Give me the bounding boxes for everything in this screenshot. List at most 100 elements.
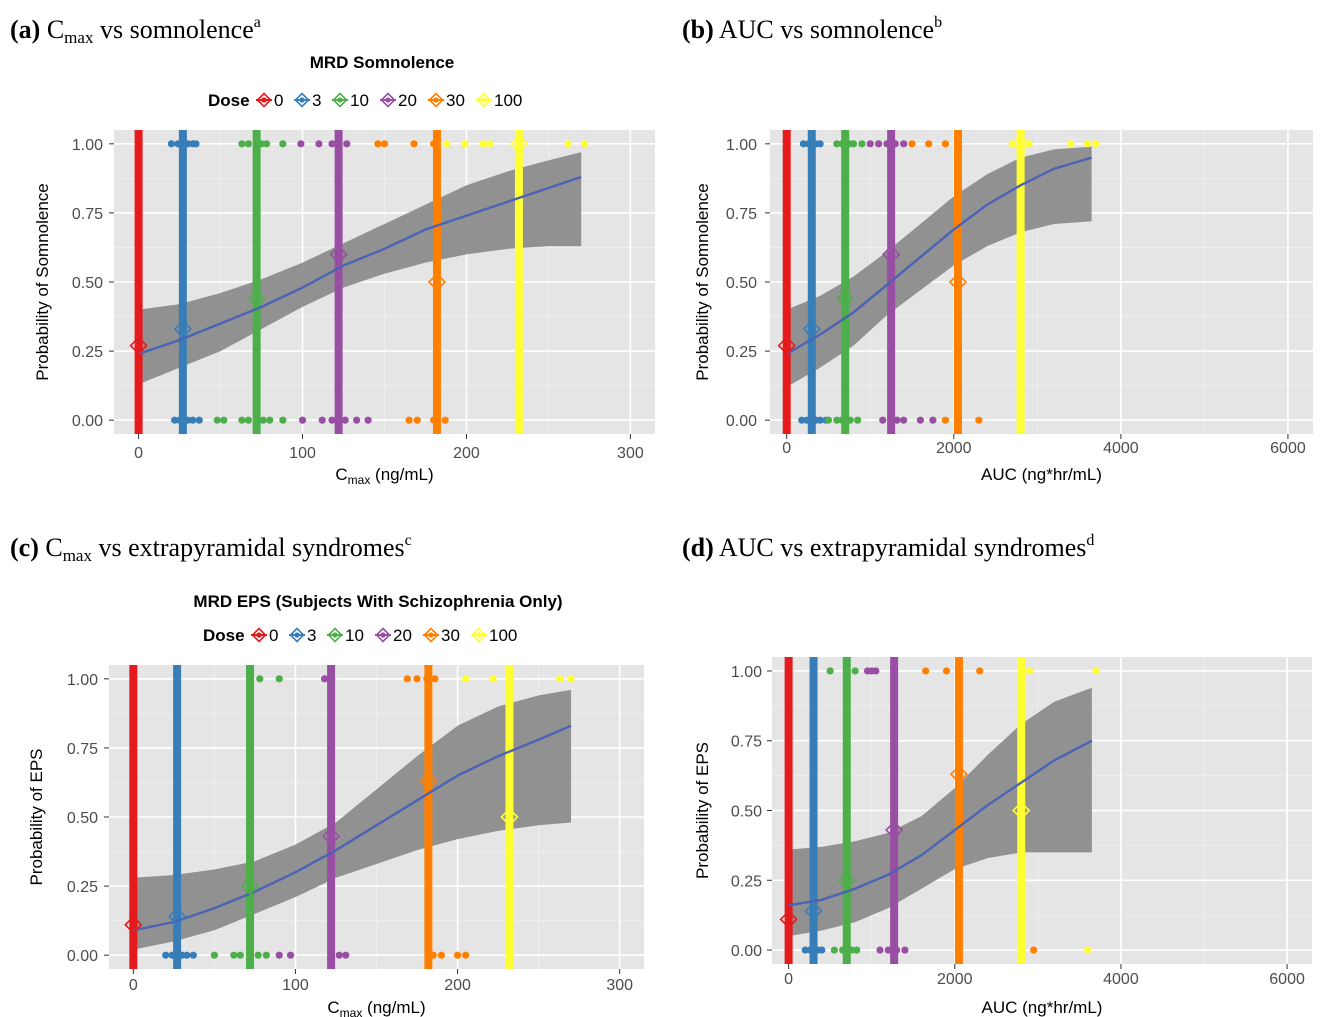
point-no-event-dose-10: [824, 416, 833, 424]
point-no-event-dose-10: [213, 416, 221, 424]
observed-proportion-dose-10: [837, 871, 856, 890]
legend-a-key-diamond-20: [380, 92, 396, 108]
point-event-dose-30: [925, 140, 933, 148]
point-event-dose-10: [253, 140, 261, 148]
x-tick-label: 300: [606, 977, 633, 994]
x-tick-label: 100: [289, 445, 316, 462]
point-event-dose-30: [431, 675, 439, 683]
observed-proportion-dose-30: [419, 771, 438, 791]
point-event-dose-100: [461, 140, 469, 148]
x-axis-label-rest: (ng/mL): [370, 465, 433, 484]
point-event-dose-100: [1092, 140, 1100, 148]
observed-proportion-dose-100: [500, 807, 519, 827]
y-tick-label: 0.00: [726, 413, 757, 430]
point-event-dose-0: [785, 667, 793, 675]
point-event-dose-100: [564, 140, 572, 148]
point-no-event-dose-10: [210, 951, 218, 959]
observed-proportion-dose-3: [173, 319, 192, 339]
x-tick-label: 4000: [1103, 440, 1139, 457]
point-event-dose-20: [872, 667, 880, 675]
legend-c-label-10: 10: [345, 626, 364, 645]
legend-a-key-dot-30: [433, 97, 439, 103]
point-event-dose-10: [246, 675, 254, 683]
y-tick-label: 0.25: [72, 344, 103, 361]
point-no-event-dose-20: [286, 951, 295, 959]
observed-proportion-dose-20: [884, 820, 904, 840]
point-no-event-dose-0: [785, 946, 793, 954]
point-no-event-dose-20: [298, 416, 307, 424]
point-no-event-dose-10: [266, 416, 274, 424]
legend-c-label-30: 30: [441, 626, 460, 645]
chart-a: 0 100 200 300 0.00 0.25 0.50 0.75 1.00 Cmax (ng/m…: [33, 130, 655, 487]
point-no-event-dose-20: [929, 416, 937, 424]
chart-c: 0 100 200 300 0.00 0.25 0.50 0.75 1.00 Cmax (ng/m…: [27, 665, 644, 1017]
x-tick-label: 100: [282, 977, 309, 994]
x-tick-label: 4000: [1103, 971, 1139, 988]
panel-b-heading: (b) AUC vs somnolenceb: [682, 14, 942, 44]
point-no-event-dose-30: [413, 416, 421, 424]
point-event-dose-30: [410, 140, 418, 148]
point-no-event-dose-20: [342, 951, 350, 959]
point-event-dose-100: [1017, 140, 1025, 148]
point-no-event-dose-3: [798, 416, 806, 424]
x-tick-label: 6000: [1269, 971, 1305, 988]
y-tick-label: 0.00: [67, 948, 98, 965]
point-event-dose-10: [843, 667, 851, 675]
confidence-band: [788, 687, 1092, 937]
point-event-dose-100: [1083, 140, 1092, 148]
point-no-event-dose-3: [179, 416, 187, 424]
y-tick-label: 0.50: [726, 275, 757, 292]
point-no-event-dose-20: [364, 416, 372, 424]
legend-c-title: Dose: [203, 626, 245, 645]
y-tick-label: 0.50: [67, 810, 98, 827]
legend-c-key-dot-10: [332, 632, 338, 638]
observed-proportion-dose-20: [321, 827, 341, 846]
y-tick-label: 0.75: [67, 741, 98, 758]
legend-a-label-0: 0: [274, 91, 283, 110]
point-event-dose-100: [567, 675, 575, 683]
legend-c-key-dot-100: [476, 632, 482, 638]
point-no-event-dose-10: [846, 416, 854, 424]
point-no-event-dose-20: [353, 416, 361, 424]
logistic-fit-line: [138, 175, 582, 355]
x-tick-label: 0: [129, 977, 138, 994]
point-no-event-dose-0: [783, 416, 791, 424]
point-event-dose-100: [462, 675, 470, 683]
point-no-event-dose-3: [189, 416, 197, 424]
legend-a-title: Dose: [208, 91, 250, 110]
observed-proportion-dose-3: [802, 319, 821, 339]
point-event-dose-30: [976, 667, 984, 675]
legend-c-key-diamond-30: [423, 627, 439, 643]
legend-a-label-30: 30: [446, 91, 465, 110]
point-no-event-dose-20: [900, 416, 908, 424]
y-tick-label: 1.00: [72, 137, 103, 154]
legend-a-key-diamond-10: [332, 92, 348, 108]
point-no-event-dose-30: [429, 951, 437, 959]
chart-d: 0 2000 4000 6000 0.00 0.25 0.50 0.75 1.00 AUC (ng…: [693, 657, 1312, 1017]
y-axis-label: Probability of EPS: [693, 742, 712, 879]
legend-a-key-dot-10: [337, 97, 343, 103]
point-no-event-dose-20: [327, 951, 335, 959]
point-no-event-dose-10: [246, 951, 254, 959]
point-no-event-dose-3: [184, 416, 192, 424]
legend-a-key-0: [256, 92, 272, 108]
legend-a-key-diamond-30: [428, 92, 444, 108]
point-no-event-dose-20: [901, 946, 909, 954]
y-tick-label: 1.00: [726, 137, 757, 154]
observed-proportion-dose-100: [509, 134, 529, 153]
point-no-event-dose-10: [279, 416, 287, 424]
legend-c-key-0: [251, 627, 267, 643]
legend-c-key-20: [375, 627, 391, 643]
chart-b: 0 2000 4000 6000 0.00 0.25 0.50 0.75 1.00 AUC (ng…: [693, 130, 1313, 484]
point-event-dose-100: [1025, 667, 1034, 675]
y-tick-label: 0.50: [731, 804, 762, 821]
point-no-event-dose-0: [134, 416, 143, 424]
point-event-dose-10: [279, 140, 287, 148]
x-axis-label: AUC (ng*hr/mL): [982, 998, 1103, 1017]
point-no-event-dose-20: [876, 946, 884, 954]
logistic-fit-line: [788, 739, 1093, 907]
y-axis-label: Probability of EPS: [27, 748, 46, 885]
legend-c-key-dot-20: [380, 632, 386, 638]
point-event-dose-10: [833, 140, 841, 148]
